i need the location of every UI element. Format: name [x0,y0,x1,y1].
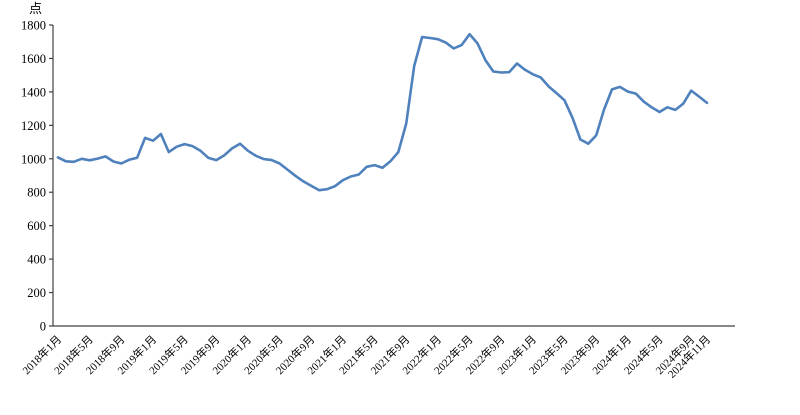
y-axis-tick-label: 1400 [21,85,46,99]
index-line-series [56,32,709,192]
y-axis-tick-label: 1800 [21,19,46,33]
y-axis-tick-label: 1200 [21,119,46,133]
y-axis-tick-label: 800 [27,186,46,200]
y-axis-tick-label: 600 [27,219,46,233]
y-axis-unit-label: 点 [29,1,43,16]
y-axis-tick-label: 1000 [21,152,46,166]
y-axis-tick-label: 200 [27,286,46,300]
y-axis-tick-label: 0 [40,320,46,334]
y-axis-tick-label: 1600 [21,52,46,66]
y-axis-tick-label: 400 [27,253,46,267]
